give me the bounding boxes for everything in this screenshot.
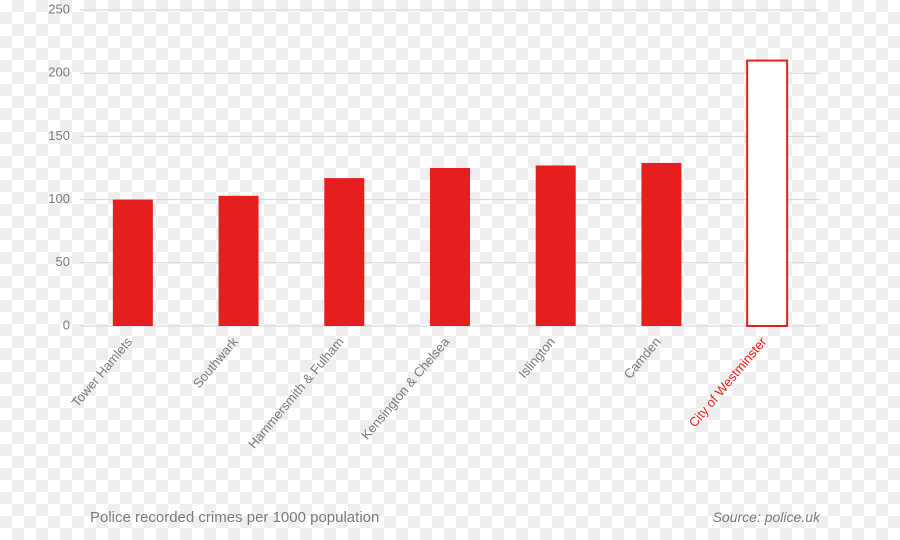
- x-tick-label: Tower Hamlets: [68, 334, 135, 410]
- x-tick-label: Kensington & Chelsea: [358, 334, 453, 443]
- bar: [324, 178, 364, 326]
- x-tick-label: Camden: [621, 334, 664, 381]
- bar: [219, 196, 259, 326]
- x-tick-label: Southwark: [190, 334, 241, 391]
- bar: [536, 165, 576, 326]
- y-tick-label: 50: [56, 254, 70, 269]
- bar: [113, 200, 153, 326]
- chart-caption: Police recorded crimes per 1000 populati…: [90, 509, 379, 526]
- y-tick-label: 0: [63, 317, 70, 332]
- bar: [641, 163, 681, 326]
- y-tick-label: 100: [48, 191, 70, 206]
- x-tick-label: Islington: [515, 334, 558, 381]
- x-tick-label: City of Westminster: [686, 334, 770, 430]
- bar: [430, 168, 470, 326]
- y-tick-label: 150: [48, 128, 70, 143]
- y-tick-label: 200: [48, 65, 70, 80]
- x-tick-label: Hammersmith & Fulham: [245, 334, 347, 451]
- chart-source: Source: police.uk: [713, 509, 821, 525]
- y-tick-label: 250: [48, 1, 70, 16]
- bar: [747, 61, 787, 326]
- crime-bar-chart: 0 50 100 150 200 250 Tower Hamlets SouthwarkHam…: [0, 0, 900, 540]
